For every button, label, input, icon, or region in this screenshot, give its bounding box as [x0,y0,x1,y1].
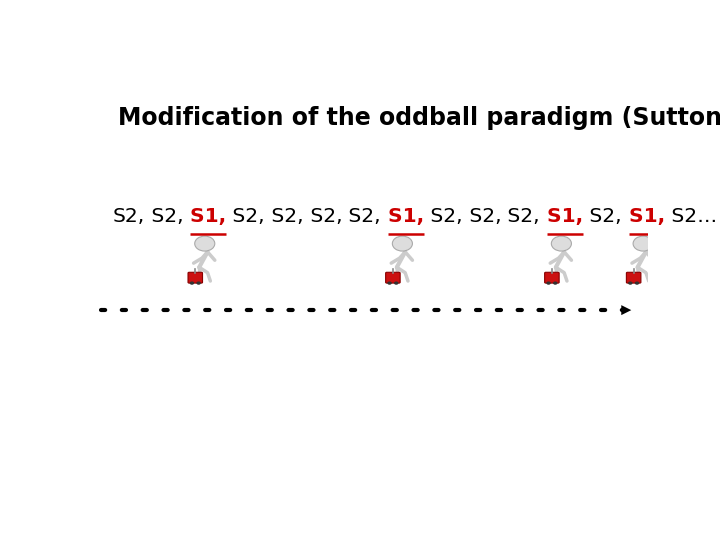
Circle shape [552,236,572,251]
Text: S1,: S1, [621,207,665,226]
Circle shape [635,281,639,285]
Text: S2,: S2, [583,207,621,226]
Text: S2,: S2, [501,207,540,226]
Text: S1,: S1, [381,207,424,226]
Circle shape [197,281,201,285]
Circle shape [633,236,653,251]
Circle shape [387,281,392,285]
Text: S1,: S1, [540,207,583,226]
FancyBboxPatch shape [386,272,400,283]
FancyBboxPatch shape [544,272,559,283]
Text: S2…: S2… [665,207,717,226]
Circle shape [392,236,413,251]
Text: S2,: S2, [265,207,304,226]
Circle shape [553,281,557,285]
Circle shape [546,281,551,285]
Text: Modification of the oddball paradigm (Sutton et al., 1965): Modification of the oddball paradigm (Su… [118,106,720,130]
FancyBboxPatch shape [188,272,202,283]
Circle shape [194,236,215,251]
Circle shape [189,281,194,285]
Text: S2,: S2, [226,207,265,226]
Text: S2,: S2, [304,207,342,226]
Text: S2,: S2, [462,207,501,226]
Text: S2,: S2, [145,207,183,226]
Circle shape [628,281,633,285]
Text: S2,: S2, [342,207,381,226]
FancyBboxPatch shape [626,272,641,283]
Circle shape [394,281,398,285]
Text: S2,: S2, [424,207,462,226]
Text: S1,: S1, [183,207,226,226]
Text: S2,: S2, [112,207,145,226]
